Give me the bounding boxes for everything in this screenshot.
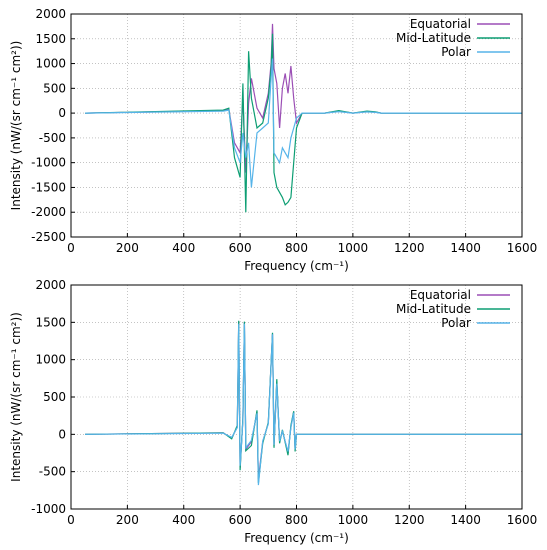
x-tick-label: 1400 (450, 241, 481, 255)
y-tick-label: 0 (58, 427, 66, 441)
y-tick-label: 2000 (35, 7, 66, 21)
y-tick-label: -2000 (31, 205, 66, 219)
x-axis-label: Frequency (cm⁻¹) (244, 531, 349, 545)
series-lines (85, 320, 522, 486)
series-line-equatorial (85, 322, 522, 480)
series-line-mid-latitude (85, 33, 522, 213)
chart-panel-bottom: 0 200 400 600 800 1000 1200 1400 1600 -1000 -500 0… (9, 278, 537, 545)
y-tick-label: 1000 (35, 57, 66, 71)
legend-label-mid-latitude: Mid-Latitude (396, 31, 471, 45)
series-line-polar (85, 58, 522, 188)
y-axis-label: Intensity (nW/(sr cm⁻¹ cm²)) (9, 312, 23, 482)
x-tick-label: 1400 (450, 513, 481, 527)
x-tick-labels: 0 200 400 600 800 1000 1200 1400 1600 (67, 513, 537, 527)
y-tick-label: 1500 (35, 32, 66, 46)
y-tick-label: -500 (39, 131, 66, 145)
x-tick-label: 1600 (507, 241, 538, 255)
y-axis-label: Intensity (nW/(sr cm⁻¹ cm²)) (9, 41, 23, 211)
x-tick-label: 600 (229, 513, 252, 527)
x-tick-labels: 0 200 400 600 800 1000 1200 1400 1600 (67, 241, 537, 255)
y-tick-label: -2500 (31, 230, 66, 244)
x-tick-label: 200 (116, 241, 139, 255)
legend-label-polar: Polar (441, 316, 471, 330)
legend-label-equatorial: Equatorial (410, 17, 471, 31)
y-tick-label: -500 (39, 465, 66, 479)
x-tick-label: 1200 (394, 513, 425, 527)
y-tick-labels: -2500 -2000 -1500 -1000 -500 0 500 1000 1500 2000 (31, 7, 66, 244)
x-tick-label: 0 (67, 241, 75, 255)
plot-frame (70, 284, 523, 510)
x-tick-label: 200 (116, 513, 139, 527)
legend-label-mid-latitude: Mid-Latitude (396, 302, 471, 316)
x-tick-label: 400 (172, 513, 195, 527)
x-tick-label: 400 (172, 241, 195, 255)
chart-panel-top: 0 200 400 600 800 1000 1200 1400 1600 -2500 -2000… (9, 7, 537, 273)
series-line-polar (85, 323, 522, 486)
x-axis-label: Frequency (cm⁻¹) (244, 259, 349, 273)
plot-frame (70, 13, 523, 238)
legend-label-equatorial: Equatorial (410, 288, 471, 302)
y-tick-label: -1000 (31, 156, 66, 170)
x-tick-label: 1600 (507, 513, 538, 527)
y-tick-label: 500 (43, 390, 66, 404)
y-tick-label: 2000 (35, 278, 66, 292)
x-tick-label: 0 (67, 513, 75, 527)
y-tick-label: 1500 (35, 315, 66, 329)
y-tick-label: -1500 (31, 180, 66, 194)
legend: Equatorial Mid-Latitude Polar (396, 17, 510, 59)
x-tick-label: 800 (285, 241, 308, 255)
series-line-mid-latitude (85, 320, 522, 483)
x-tick-label: 1200 (394, 241, 425, 255)
y-tick-label: 0 (58, 106, 66, 120)
legend: Equatorial Mid-Latitude Polar (396, 288, 510, 330)
x-tick-label: 600 (229, 241, 252, 255)
legend-label-polar: Polar (441, 45, 471, 59)
x-tick-label: 1000 (338, 241, 369, 255)
x-tick-label: 1000 (338, 513, 369, 527)
y-tick-label: -1000 (31, 502, 66, 516)
x-tick-label: 800 (285, 513, 308, 527)
y-tick-labels: -1000 -500 0 500 1000 1500 2000 (31, 278, 66, 516)
y-tick-label: 500 (43, 81, 66, 95)
y-tick-label: 1000 (35, 353, 66, 367)
series-lines (85, 23, 522, 213)
